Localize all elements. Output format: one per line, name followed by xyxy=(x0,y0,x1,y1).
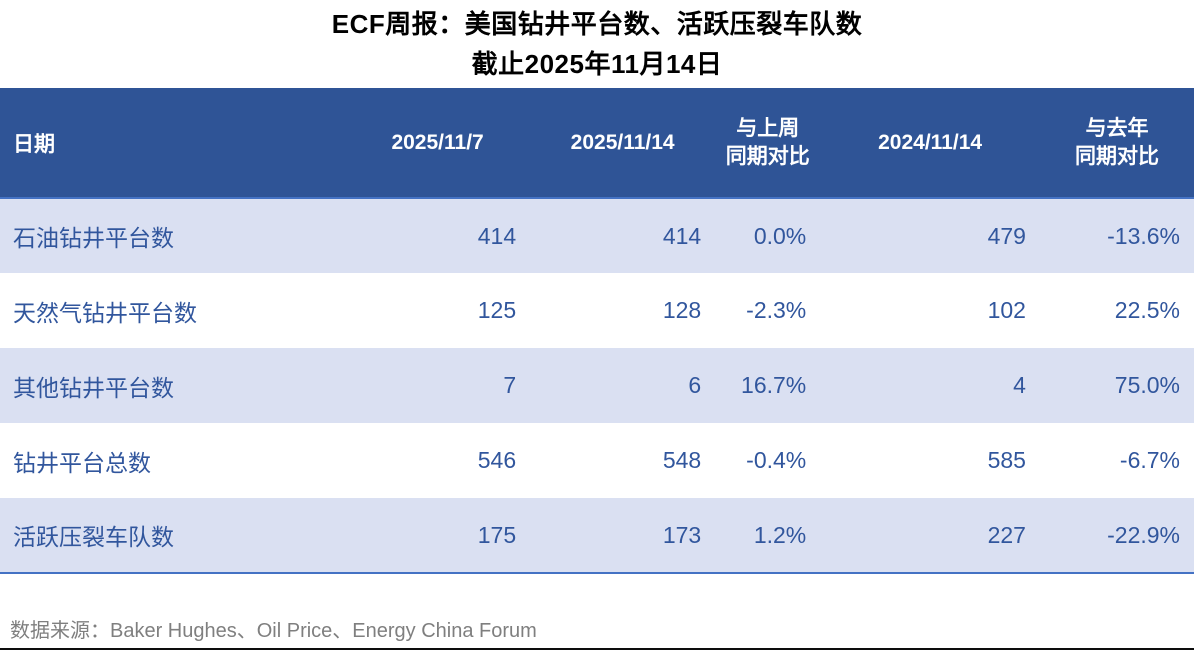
cell-prev-week: 546 xyxy=(477,447,517,473)
header-date: 日期 xyxy=(13,132,55,156)
cell-last-year: 4 xyxy=(1013,372,1026,398)
table-row-gas-rigs: 天然气钻井平台数 125 128 -2.3% 102 22.5% xyxy=(0,273,1194,348)
cell-yoy-change: -13.6% xyxy=(1107,222,1180,249)
header-wow-line2: 同期对比 xyxy=(725,144,810,168)
cell-wow-change: -0.4% xyxy=(746,447,807,473)
report-title-line1: ECF周报：美国钻井平台数、活跃压裂车队数 xyxy=(331,9,863,39)
cell-last-year: 585 xyxy=(987,447,1026,473)
cell-yoy-change: -22.9% xyxy=(1107,521,1180,548)
cell-wow-change: 16.7% xyxy=(741,372,807,398)
header-curr-week: 2025/11/14 xyxy=(570,130,675,154)
table-header: 日期 2025/11/7 2025/11/14 与上周同期对比 2024/11/… xyxy=(0,88,1194,198)
row-label: 其他钻井平台数 xyxy=(13,374,174,401)
cell-yoy-change: -6.7% xyxy=(1119,447,1180,473)
header-prev-week: 2025/11/7 xyxy=(391,130,484,154)
cell-yoy-change: 22.5% xyxy=(1114,297,1180,323)
cell-prev-week: 7 xyxy=(503,372,517,398)
row-label: 钻井平台总数 xyxy=(13,449,151,476)
header-yoy-line2: 同期对比 xyxy=(1074,144,1159,168)
bottom-divider xyxy=(0,648,1194,650)
data-source-note: 数据来源：Baker Hughes、Oil Price、Energy China… xyxy=(10,620,537,642)
cell-curr-week: 128 xyxy=(662,297,702,323)
cell-wow-change: -2.3% xyxy=(746,297,807,323)
cell-curr-week: 173 xyxy=(662,521,702,548)
table-body: 石油钻井平台数 414 414 0.0% 479 -13.6% 天然气钻井平台数… xyxy=(0,198,1194,573)
cell-wow-change: 1.2% xyxy=(753,521,807,548)
rig-count-table: 日期 2025/11/7 2025/11/14 与上周同期对比 2024/11/… xyxy=(0,88,1194,574)
header-last-year: 2024/11/14 xyxy=(878,130,983,154)
header-wow-line1: 与上周 xyxy=(736,116,800,140)
header-yoy-compare: 与去年 同期对比 xyxy=(1040,88,1194,198)
cell-last-year: 102 xyxy=(987,297,1026,323)
cell-last-year: 479 xyxy=(987,222,1026,249)
table-row-oil-rigs: 石油钻井平台数 414 414 0.0% 479 -13.6% xyxy=(0,198,1194,273)
table-row-frac-fleets: 活跃压裂车队数 175 173 1.2% 227 -22.9% xyxy=(0,498,1194,573)
table-row-total-rigs: 钻井平台总数 546 548 -0.4% 585 -6.7% xyxy=(0,423,1194,498)
row-label: 活跃压裂车队数 xyxy=(13,524,174,550)
cell-prev-week: 175 xyxy=(477,521,517,548)
row-label: 石油钻井平台数 xyxy=(13,225,174,251)
cell-curr-week: 548 xyxy=(662,447,702,473)
cell-curr-week: 6 xyxy=(688,372,702,398)
header-wow-compare: 与上周 同期对比 xyxy=(715,88,820,198)
cell-last-year: 227 xyxy=(987,521,1026,548)
report-title-line2: 截止2025年11月14日 xyxy=(471,49,723,79)
header-wow-compare-text: 与上周 同期对比 xyxy=(726,115,810,171)
cell-prev-week: 414 xyxy=(477,222,517,249)
header-yoy-compare-text: 与去年 同期对比 xyxy=(1075,115,1159,171)
cell-curr-week: 414 xyxy=(662,222,702,249)
table-row-other-rigs: 其他钻井平台数 7 6 16.7% 4 75.0% xyxy=(0,348,1194,423)
cell-yoy-change: 75.0% xyxy=(1114,372,1180,398)
row-label: 天然气钻井平台数 xyxy=(13,299,197,326)
table-header-row: 日期 2025/11/7 2025/11/14 与上周同期对比 2024/11/… xyxy=(0,88,1194,198)
report-title: ECF周报：美国钻井平台数、活跃压裂车队数 截止2025年11月14日 xyxy=(0,0,1194,88)
header-yoy-line1: 与去年 xyxy=(1085,116,1149,140)
cell-prev-week: 125 xyxy=(477,297,517,323)
cell-wow-change: 0.0% xyxy=(753,222,807,249)
